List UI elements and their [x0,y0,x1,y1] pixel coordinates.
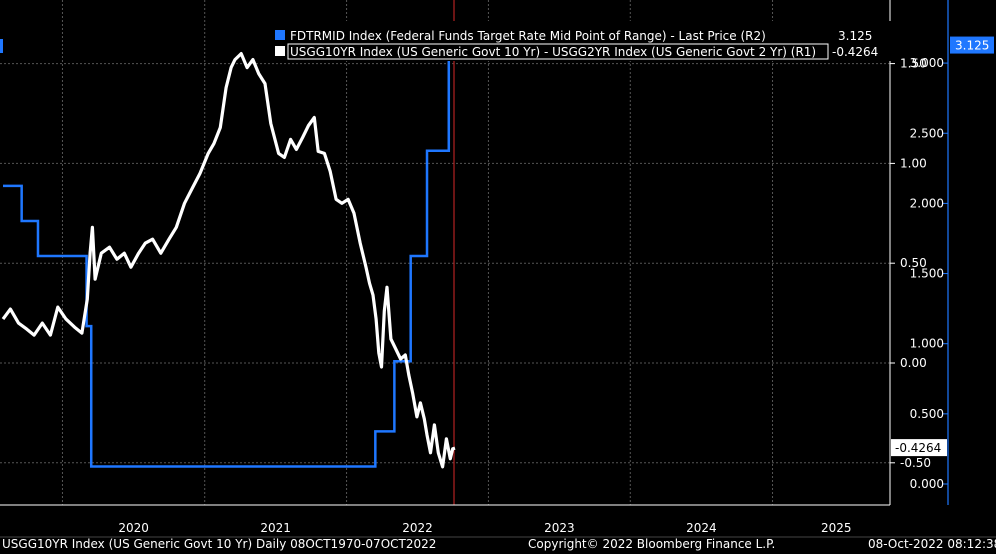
right-tick-label: 1.500 [910,267,944,281]
right-tick-label: 2.500 [910,126,944,140]
right-tick-label: 1.000 [910,337,944,351]
legend-value-fdtrmid: 3.125 [838,29,872,43]
right-tick-label: 0.000 [910,477,944,491]
axes [0,0,996,538]
last-value-labels: 3.125 -0.4264 [891,36,994,457]
right-axis-ticks: 3.000 2.500 2.000 1.500 1.000 0.500 0.000 [910,56,948,491]
grid [0,0,890,505]
right-tick-label: 2.000 [910,196,944,210]
legend: FDTRMID Index (Federal Funds Target Rate… [267,21,893,61]
series-lines [1,44,456,469]
legend-background [267,21,893,61]
legend-swatch-fdtrmid [275,30,285,40]
footer-copyright: Copyright© 2022 Bloomberg Finance L.P. [528,537,776,551]
left-axis-ticks: 1.50 1.00 0.50 0.00 -0.50 [890,57,931,470]
spread-last-value-box [891,439,947,457]
left-tick-label: 1.00 [900,156,927,170]
legend-label-fdtrmid: FDTRMID Index (Federal Funds Target Rate… [290,29,766,43]
legend-highlight-box [287,43,829,60]
x-axis-labels: 2020 2021 2022 2023 2024 2025 [118,521,851,535]
left-tick-label: 0.50 [900,256,927,270]
x-tick-label: 2021 [260,521,291,535]
footer-security-description: USGG10YR Index (US Generic Govt 10 Yr) D… [2,537,437,551]
fdtrmid-last-value-box [950,36,994,54]
legend-label-spread: USGG10YR Index (US Generic Govt 10 Yr) -… [290,45,816,59]
legend-swatch-spread [275,46,285,56]
footer-timestamp: 08-Oct-2022 08:12:38 [868,537,996,551]
left-tick-label: 1.50 [900,57,927,71]
legend-value-spread: -0.4264 [832,45,878,59]
x-tick-label: 2022 [402,521,433,535]
fdtrmid-last-value: 3.125 [955,39,989,53]
left-tick-label: -0.50 [900,456,931,470]
spread-last-value: -0.4264 [895,441,941,455]
series-line-spread [1,52,456,469]
series-line-fdtrmid [3,44,455,468]
right-tick-label: 3.000 [910,56,944,70]
x-tick-label: 2023 [544,521,575,535]
right-tick-label: 0.500 [910,407,944,421]
x-tick-label: 2020 [118,521,149,535]
left-edge-marker [0,39,3,53]
x-tick-label: 2025 [821,521,852,535]
x-tick-label: 2024 [686,521,717,535]
left-tick-label: 0.00 [900,356,927,370]
